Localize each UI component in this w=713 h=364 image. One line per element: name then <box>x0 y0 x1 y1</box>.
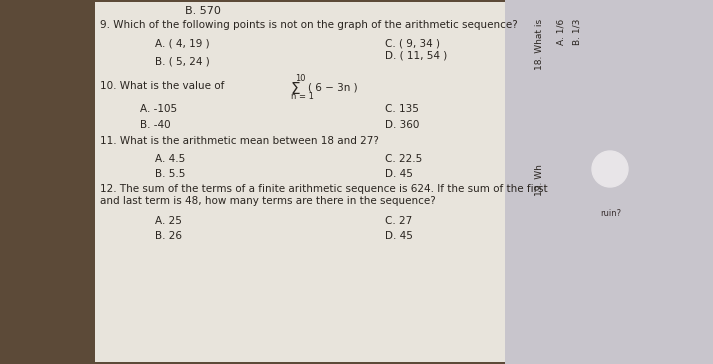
FancyBboxPatch shape <box>95 2 605 362</box>
Text: A. -105: A. -105 <box>140 104 177 114</box>
Text: 10. What is the value of: 10. What is the value of <box>100 81 225 91</box>
Text: A. 1/6: A. 1/6 <box>557 19 566 45</box>
Text: C. 22.5: C. 22.5 <box>385 154 422 164</box>
Text: C. ( 9, 34 ): C. ( 9, 34 ) <box>385 38 440 48</box>
Text: n = 1: n = 1 <box>291 92 314 101</box>
Text: B. 5.5: B. 5.5 <box>155 169 185 179</box>
Text: D. 360: D. 360 <box>385 120 419 130</box>
Text: 12. The sum of the terms of a finite arithmetic sequence is 624. If the sum of t: 12. The sum of the terms of a finite ari… <box>100 184 548 194</box>
Text: C. 135: C. 135 <box>385 104 419 114</box>
FancyBboxPatch shape <box>505 0 713 364</box>
Text: 10: 10 <box>295 74 305 83</box>
Text: and last term is 48, how many terms are there in the sequence?: and last term is 48, how many terms are … <box>100 196 436 206</box>
Text: 19. Wh: 19. Wh <box>535 164 544 196</box>
Text: D. 45: D. 45 <box>385 169 413 179</box>
Text: B. 570: B. 570 <box>185 6 221 16</box>
Text: A. 4.5: A. 4.5 <box>155 154 185 164</box>
Text: B. ( 5, 24 ): B. ( 5, 24 ) <box>155 56 210 66</box>
Text: A. 25: A. 25 <box>155 216 182 226</box>
Text: B. 26: B. 26 <box>155 231 182 241</box>
Circle shape <box>592 151 628 187</box>
Text: C. 27: C. 27 <box>385 216 412 226</box>
Text: Σ: Σ <box>290 82 299 97</box>
Text: 18. What is: 18. What is <box>535 19 544 70</box>
Text: 11. What is the arithmetic mean between 18 and 27?: 11. What is the arithmetic mean between … <box>100 136 379 146</box>
Text: B. 1/3: B. 1/3 <box>572 19 581 46</box>
Text: ruin?: ruin? <box>600 209 621 218</box>
Text: D. 45: D. 45 <box>385 231 413 241</box>
Text: 9. Which of the following points is not on the graph of the arithmetic sequence?: 9. Which of the following points is not … <box>100 20 518 30</box>
Text: ( 6 − 3n ): ( 6 − 3n ) <box>308 82 358 92</box>
Text: A. ( 4, 19 ): A. ( 4, 19 ) <box>155 38 210 48</box>
Text: B. -40: B. -40 <box>140 120 170 130</box>
Text: D. ( 11, 54 ): D. ( 11, 54 ) <box>385 51 447 61</box>
